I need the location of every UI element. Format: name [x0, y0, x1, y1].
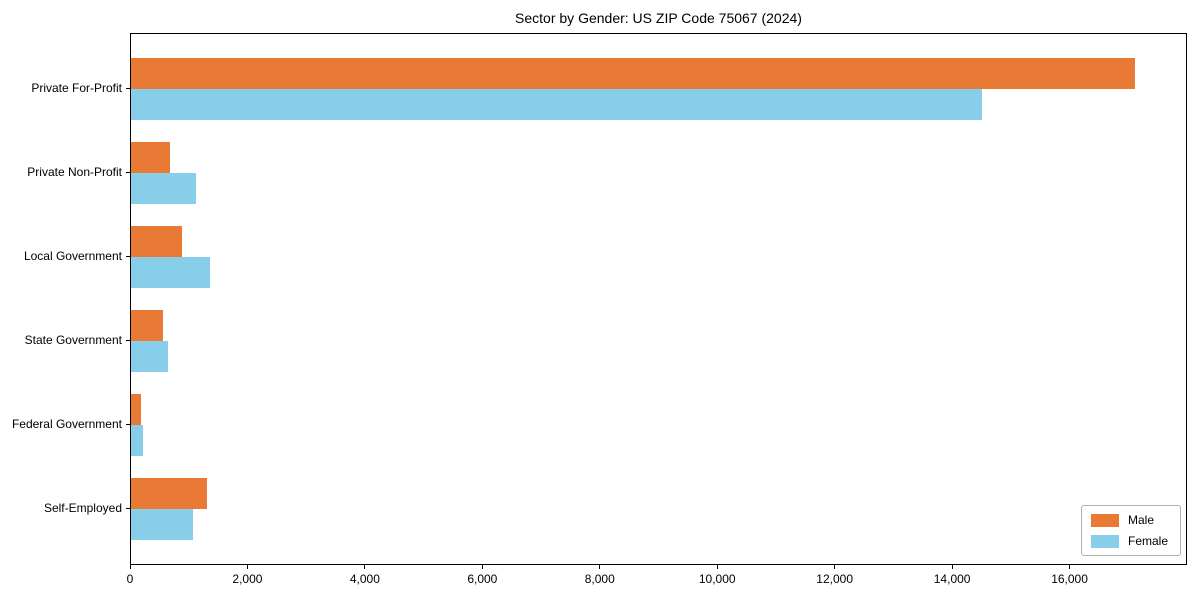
y-tick-mark	[126, 88, 130, 89]
legend-entry-male: Male	[1090, 513, 1168, 527]
x-axis-tick-label: 10,000	[698, 572, 736, 586]
bar-female-4	[131, 425, 143, 456]
y-tick-mark	[126, 424, 130, 425]
x-axis-tick-label: 0	[126, 572, 134, 586]
x-tick-mark	[481, 565, 483, 569]
x-axis-tick-label: 4,000	[349, 572, 380, 586]
x-axis-tick-label: 2,000	[232, 572, 263, 586]
bar-female-5	[131, 509, 193, 540]
bar-male-0	[131, 58, 1136, 89]
legend-label: Male	[1127, 513, 1154, 527]
x-axis-tick-label: 12,000	[816, 572, 854, 586]
legend-swatch-male	[1090, 513, 1119, 527]
y-tick-mark	[126, 508, 130, 509]
x-axis-tick-label: 6,000	[467, 572, 498, 586]
bar-female-0	[131, 89, 983, 120]
y-tick-mark	[126, 172, 130, 173]
bar-male-4	[131, 394, 141, 425]
x-tick-mark	[834, 565, 836, 569]
bar-male-2	[131, 226, 183, 257]
y-axis-label: Self-Employed	[43, 501, 122, 515]
x-tick-mark	[129, 565, 131, 569]
x-tick-mark	[246, 565, 248, 569]
legend-label: Female	[1127, 534, 1168, 548]
legend-swatch-female	[1090, 534, 1119, 548]
x-axis-tick-label: 8,000	[584, 572, 615, 586]
legend-entry-female: Female	[1090, 534, 1168, 548]
plot-area	[130, 33, 1187, 565]
y-axis-label: State Government	[24, 333, 122, 347]
x-tick-mark	[951, 565, 953, 569]
bar-male-3	[131, 310, 164, 341]
x-tick-mark	[716, 565, 718, 569]
chart-title: Sector by Gender: US ZIP Code 75067 (202…	[515, 10, 802, 26]
y-tick-mark	[126, 340, 130, 341]
x-axis-tick-label: 14,000	[933, 572, 971, 586]
y-axis-label: Local Government	[23, 249, 122, 263]
legend: Male Female	[1080, 505, 1181, 556]
bar-female-2	[131, 257, 211, 288]
bar-male-1	[131, 142, 171, 173]
bar-female-1	[131, 173, 196, 204]
x-tick-mark	[599, 565, 601, 569]
x-tick-mark	[364, 565, 366, 569]
y-tick-mark	[126, 256, 130, 257]
y-axis-label: Private Non-Profit	[27, 165, 122, 179]
bar-male-5	[131, 478, 208, 509]
y-axis-label: Federal Government	[11, 417, 122, 431]
x-tick-mark	[1069, 565, 1071, 569]
y-axis-label: Private For-Profit	[31, 81, 122, 95]
bar-female-3	[131, 341, 168, 372]
x-axis-tick-label: 16,000	[1051, 572, 1088, 586]
